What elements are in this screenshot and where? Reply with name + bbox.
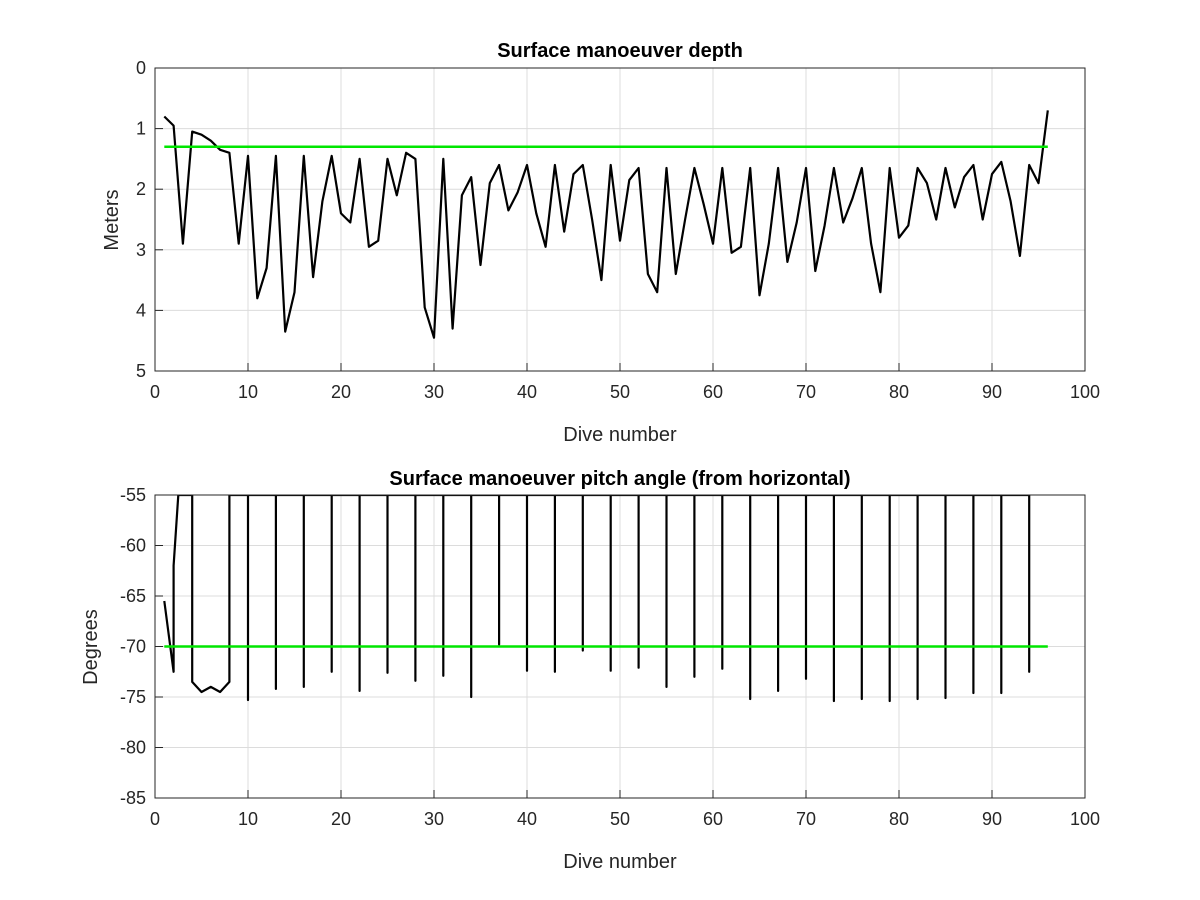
- pitch-y-tick-label: -70: [120, 637, 146, 657]
- depth-y-tick-label: 2: [136, 179, 146, 199]
- depth-y-tick-label: 4: [136, 300, 146, 320]
- depth-x-tick-label: 30: [424, 382, 444, 402]
- pitch-chart: 0 10 20 30 40 50 60 70 80 90 100 -55 -60 -65 -70 -75 -80…: [80, 468, 1100, 873]
- pitch-x-tick-label: 40: [517, 809, 537, 829]
- depth-series: [163, 110, 1049, 339]
- depth-y-tick-label: 3: [136, 240, 146, 260]
- depth-y-tick-label: 1: [136, 119, 146, 139]
- depth-grid: [155, 68, 1085, 371]
- pitch-ticks: 0 10 20 30 40 50 60 70 80 90 100 -55 -60 -65 -70 -75 -80…: [120, 485, 1100, 829]
- depth-y-tick-label: 0: [136, 58, 146, 78]
- depth-x-tick-label: 40: [517, 382, 537, 402]
- pitch-data-line: [163, 495, 1031, 703]
- depth-x-tick-label: 70: [796, 382, 816, 402]
- depth-x-tick-label: 90: [982, 382, 1002, 402]
- depth-x-tick-label: 100: [1070, 382, 1100, 402]
- depth-x-axis-label: Dive number: [563, 424, 677, 446]
- pitch-x-tick-label: 10: [238, 809, 258, 829]
- pitch-x-tick-label: 20: [331, 809, 351, 829]
- pitch-x-tick-label: 100: [1070, 809, 1100, 829]
- pitch-y-tick-label: -65: [120, 586, 146, 606]
- depth-y-axis-label: Meters: [101, 189, 123, 250]
- pitch-x-tick-label: 80: [889, 809, 909, 829]
- pitch-x-tick-label: 60: [703, 809, 723, 829]
- depth-x-tick-label: 80: [889, 382, 909, 402]
- depth-y-tick-label: 5: [136, 361, 146, 381]
- pitch-y-tick-label: -60: [120, 536, 146, 556]
- pitch-chart-title: Surface manoeuver pitch angle (from hori…: [389, 468, 850, 490]
- depth-data-line: [163, 110, 1049, 339]
- pitch-x-tick-label: 50: [610, 809, 630, 829]
- depth-chart-title: Surface manoeuver depth: [497, 40, 743, 62]
- pitch-x-tick-label: 90: [982, 809, 1002, 829]
- depth-x-tick-label: 60: [703, 382, 723, 402]
- depth-x-tick-label: 10: [238, 382, 258, 402]
- pitch-x-tick-label: 30: [424, 809, 444, 829]
- pitch-y-axis-label: Degrees: [80, 609, 102, 685]
- depth-x-tick-label: 20: [331, 382, 351, 402]
- pitch-series: [163, 495, 1048, 703]
- pitch-x-tick-label: 0: [150, 809, 160, 829]
- depth-x-tick-label: 50: [610, 382, 630, 402]
- pitch-x-axis-label: Dive number: [563, 851, 677, 873]
- pitch-y-tick-label: -80: [120, 738, 146, 758]
- pitch-y-tick-label: -85: [120, 788, 146, 808]
- depth-chart: 0 10 20 30 40 50 60 70 80 90 100 0 1 2 3 4 5 Surface man…: [101, 40, 1100, 446]
- pitch-x-tick-label: 70: [796, 809, 816, 829]
- depth-x-tick-label: 0: [150, 382, 160, 402]
- pitch-y-tick-label: -55: [120, 485, 146, 505]
- depth-ticks: 0 10 20 30 40 50 60 70 80 90 100 0 1 2 3 4 5: [136, 58, 1100, 402]
- pitch-y-tick-label: -75: [120, 687, 146, 707]
